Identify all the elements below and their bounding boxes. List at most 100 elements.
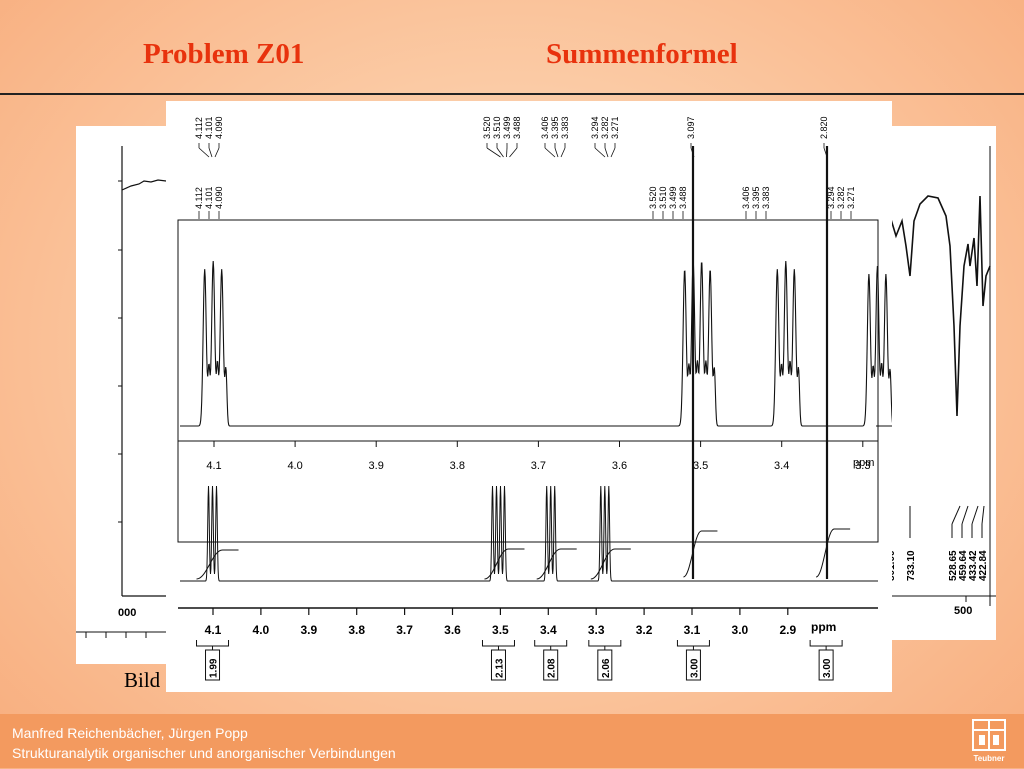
full-axis-tick-label: 3.7: [396, 623, 413, 637]
integral-box: [818, 649, 834, 681]
peak-leader: [509, 147, 518, 158]
inner-peak-label: 4.101: [204, 186, 214, 209]
integral-bracket: [534, 640, 568, 647]
peak-leader: [496, 147, 504, 158]
inner-peak-label: 4.112: [194, 187, 204, 209]
peak-label: 3.510: [492, 116, 502, 139]
peak-label: 3.499: [502, 116, 512, 139]
full-axis-tick-label: 4.0: [253, 623, 270, 637]
peak-leader: [506, 147, 508, 158]
peak-label: 3.282: [600, 116, 610, 139]
peak-label: 3.294: [590, 116, 600, 139]
inner-peak-label: 3.499: [668, 186, 678, 209]
integral-bracket: [809, 640, 843, 647]
full-axis-tick-label: 3.9: [300, 623, 317, 637]
ir-axis-label: 500: [954, 605, 972, 617]
back-left-spectrum: 000: [76, 126, 177, 664]
inner-peak-label: 3.383: [761, 186, 771, 209]
integral-box: [685, 649, 701, 681]
integral-value: 1.99: [209, 658, 220, 678]
full-axis-tick-label: 4.1: [205, 623, 222, 637]
peak-label: 4.101: [204, 116, 214, 139]
footer-authors: Manfred Reichenbächer, Jürgen Popp: [12, 725, 248, 741]
ir-peak-label-6: 422.84: [978, 550, 989, 581]
slide-title: Problem Z01: [143, 38, 305, 70]
inner-peak-label: 3.271: [846, 186, 856, 209]
ir-peak-label-5: 433.42: [968, 550, 979, 581]
peak-label: 3.271: [610, 116, 620, 139]
peak-leader: [610, 147, 616, 158]
integral-curve: [815, 528, 851, 578]
expanded-axis-tick-label: 3.3: [855, 460, 870, 472]
peak-label: 3.488: [512, 116, 522, 139]
integral-box: [543, 649, 559, 681]
back-left-axis-label: 000: [118, 607, 136, 619]
expanded-axis-tick-label: 4.1: [206, 460, 221, 472]
integral-value: 3.00: [689, 658, 700, 678]
slide-subtitle: Summenformel: [546, 38, 738, 70]
expanded-axis-tick-label: 3.9: [369, 460, 384, 472]
inner-peak-label: 3.294: [826, 186, 836, 209]
inner-peak-label: 3.282: [836, 186, 846, 209]
integral-bracket: [481, 640, 515, 647]
peak-leader: [198, 147, 210, 158]
peak-label: 4.112: [194, 117, 204, 139]
inner-peak-label: 3.488: [678, 186, 688, 209]
slide-header: Problem Z01 Summenformel: [0, 0, 1024, 94]
peak-leader: [604, 147, 609, 158]
expanded-axis-tick-label: 3.8: [450, 460, 465, 472]
inner-peak-label: 3.395: [751, 186, 761, 209]
expanded-spectrum-trace: [180, 260, 908, 427]
expanded-axis-tick-label: 3.4: [774, 460, 789, 472]
peak-label: 2.820: [819, 116, 829, 139]
peak-label: 3.097: [686, 116, 696, 139]
peak-leader: [594, 147, 606, 158]
expanded-axis-tick-label: 3.7: [531, 460, 546, 472]
integral-curve: [590, 548, 631, 580]
inner-peak-label: 4.090: [214, 186, 224, 209]
back-right-spectrum: 801.00 733.10 528.65 459.64 433.42 422.8…: [886, 126, 996, 640]
nmr-spectrum-panel: 4.112 4.101 4.090 3.520 3.510 3.499 3.488 3.406…: [166, 101, 908, 692]
teubner-logo-icon: Teubner: [972, 719, 1006, 763]
integral-box: [205, 649, 221, 681]
peak-leader: [214, 147, 220, 158]
back-left-spectrum-plot: 000: [76, 146, 177, 638]
peak-label: 3.383: [560, 116, 570, 139]
integral-curve: [484, 548, 525, 580]
full-axis-unit: ppm: [811, 620, 836, 634]
peak-leader: [560, 147, 566, 158]
integral-value: 3.00: [822, 658, 833, 678]
peak-label: 3.395: [550, 116, 560, 139]
ir-peak-label-3: 528.65: [948, 550, 959, 581]
full-axis-tick-label: 2.9: [779, 623, 796, 637]
back-right-spectrum-plot: 801.00 733.10 528.65 459.64 433.42 422.8…: [886, 146, 996, 617]
full-axis-tick-label: 3.3: [588, 623, 605, 637]
integral-value: 2.06: [601, 658, 612, 678]
expanded-axis-tick-label: 4.0: [287, 460, 302, 472]
integral-box: [597, 649, 613, 681]
inner-peak-label: 3.406: [741, 186, 751, 209]
footer-book-title: Strukturanalytik organischer und anorgan…: [12, 745, 396, 761]
integral-bracket: [588, 640, 622, 647]
integral-curve: [536, 548, 577, 580]
header-divider: [0, 93, 1024, 95]
full-axis-tick-label: 3.6: [444, 623, 461, 637]
peak-leader: [486, 147, 501, 158]
integral-bracket: [676, 640, 710, 647]
integral-curve: [682, 530, 718, 578]
integral-bracket: [196, 640, 230, 647]
peak-leader: [554, 147, 559, 158]
peak-leader: [208, 147, 213, 158]
full-axis-tick-label: 3.8: [348, 623, 365, 637]
integral-box: [490, 649, 506, 681]
integral-curve: [196, 549, 239, 580]
full-axis-tick-label: 3.0: [732, 623, 749, 637]
ir-peak-label-2: 733.10: [906, 550, 917, 581]
publisher-logo: Teubner: [970, 718, 1008, 764]
full-spectrum-trace: [180, 485, 878, 582]
logo-text: Teubner: [974, 754, 1005, 763]
peak-label: 4.090: [214, 116, 224, 139]
expanded-axis-tick-label: 3.6: [612, 460, 627, 472]
expanded-axis-tick-label: 3.5: [693, 460, 708, 472]
full-axis-tick-label: 3.4: [540, 623, 557, 637]
